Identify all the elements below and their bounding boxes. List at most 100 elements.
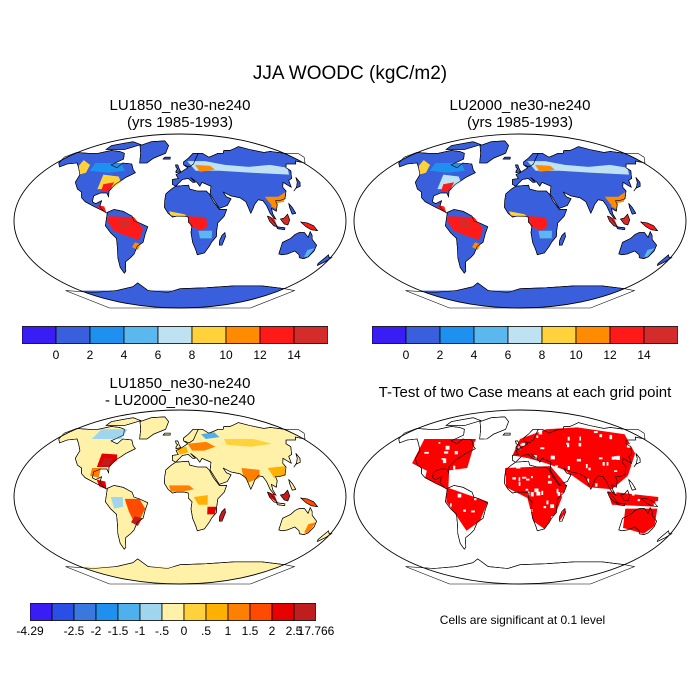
colorbar-swatch — [123, 326, 159, 344]
non-significant-cell — [480, 494, 485, 499]
value-patch-pacific-northwest — [418, 160, 431, 175]
non-significant-cell — [566, 442, 569, 445]
non-significant-cell — [410, 475, 415, 480]
non-significant-cell — [525, 431, 530, 434]
non-significant-cell — [523, 519, 527, 522]
colorbar-tick-label: -1.5 — [107, 624, 129, 638]
non-significant-cell — [631, 491, 635, 496]
non-significant-cell — [534, 488, 539, 493]
non-significant-cell — [445, 445, 450, 450]
colorbar-tick-label: 8 — [538, 348, 546, 362]
non-significant-cell — [401, 483, 405, 486]
non-significant-cell — [465, 480, 470, 483]
colorbar-swatch — [541, 326, 577, 344]
colorbar-swatch — [95, 603, 119, 621]
colorbar-swatch — [473, 326, 509, 344]
non-significant-cell — [611, 456, 615, 460]
non-significant-cell — [506, 506, 510, 509]
colorbar-tick-label: -2 — [90, 624, 102, 638]
non-significant-cell — [579, 436, 581, 441]
non-significant-cell — [462, 475, 466, 478]
colorbar-swatch — [205, 603, 229, 621]
non-significant-cell — [564, 520, 566, 523]
non-significant-cell — [561, 492, 566, 497]
colorbar-swatch — [293, 603, 316, 621]
significance-region — [412, 439, 476, 473]
significance-region — [512, 427, 636, 490]
non-significant-cell — [546, 500, 549, 505]
non-significant-cell — [587, 478, 590, 483]
colorbar-swatch — [439, 326, 475, 344]
value-patch-east-africa — [207, 506, 217, 515]
value-patch-new-guinea — [640, 222, 658, 231]
non-significant-cell — [517, 495, 521, 500]
colorbar-swatch — [643, 326, 678, 344]
non-significant-cell — [602, 462, 605, 466]
non-significant-cell — [488, 448, 492, 452]
non-significant-cell — [490, 429, 493, 432]
non-significant-cell — [417, 497, 420, 501]
colorbar-tick-label: 6 — [504, 348, 512, 362]
value-patch-south-china — [604, 192, 626, 205]
non-significant-cell — [475, 473, 478, 477]
non-significant-cell — [522, 476, 527, 479]
non-significant-cell — [583, 534, 586, 537]
colorbar-tick-label: 6 — [154, 348, 162, 362]
panel-title-line2: (yrs 1985-1993) — [467, 114, 573, 131]
colorbar-tick-label: -4.29 — [16, 624, 44, 638]
colorbar-tick-label: 10 — [219, 348, 233, 362]
colorbar-swatch — [227, 603, 251, 621]
value-patch-miombo — [538, 230, 553, 239]
value-patch-eastern-brazil — [124, 498, 146, 522]
colorbar-swatch — [157, 326, 193, 344]
non-significant-cell — [637, 499, 640, 502]
non-significant-cell — [564, 489, 568, 494]
non-significant-cell — [520, 443, 524, 446]
colorbar-tick-label: -2.5 — [63, 624, 85, 638]
value-patch-madagascar — [219, 508, 226, 522]
value-patch-india — [241, 468, 260, 483]
non-significant-cell — [536, 491, 541, 496]
non-significant-cell — [526, 478, 530, 481]
non-significant-cell — [595, 483, 598, 487]
colorbar-swatch — [139, 603, 163, 621]
colorbar-swatch — [55, 326, 91, 344]
significance-region — [559, 508, 566, 522]
value-patch-pacific-northwest — [78, 160, 91, 175]
value-patch-amazon-core — [120, 219, 130, 229]
non-significant-cell — [585, 464, 588, 469]
non-significant-cell — [647, 492, 652, 496]
value-patch-borneo — [280, 490, 290, 501]
value-patch-sumatra — [267, 216, 278, 227]
non-significant-cell — [532, 460, 537, 466]
non-significant-cell — [466, 430, 469, 434]
colorbar-swatch — [405, 326, 441, 344]
non-significant-cell — [620, 516, 623, 520]
non-significant-cell — [593, 501, 596, 505]
non-significant-cell — [566, 508, 569, 511]
value-patch-arctic-canada — [91, 429, 128, 439]
value-patch-siberia — [224, 439, 273, 447]
non-significant-cell — [609, 434, 613, 440]
significance-note: Cells are significant at 0.1 level — [439, 613, 606, 627]
non-significant-cell — [454, 451, 458, 455]
non-significant-cell — [538, 430, 543, 435]
colorbar-swatch — [293, 326, 328, 344]
value-patch-south-china — [264, 192, 286, 205]
colorbar-tick-label: -.5 — [154, 624, 170, 638]
non-significant-cell — [605, 533, 608, 536]
colorbar-tick-label: 8 — [188, 348, 196, 362]
non-significant-cell — [573, 527, 576, 530]
non-significant-cell — [569, 493, 574, 496]
non-significant-cell — [558, 520, 562, 524]
non-significant-cell — [563, 525, 566, 528]
colorbar-tick-label: 0 — [402, 348, 410, 362]
colorbar-labels-lu1850: 0 2 4 6 8 10 12 14 — [22, 348, 328, 364]
map-difference — [13, 409, 347, 585]
colorbar-tick-label: 10 — [569, 348, 583, 362]
non-significant-cell — [451, 530, 457, 535]
non-significant-cell — [593, 431, 598, 434]
coastlines — [58, 416, 333, 585]
value-patch-congo — [187, 216, 208, 231]
colorbar-swatch — [191, 326, 227, 344]
